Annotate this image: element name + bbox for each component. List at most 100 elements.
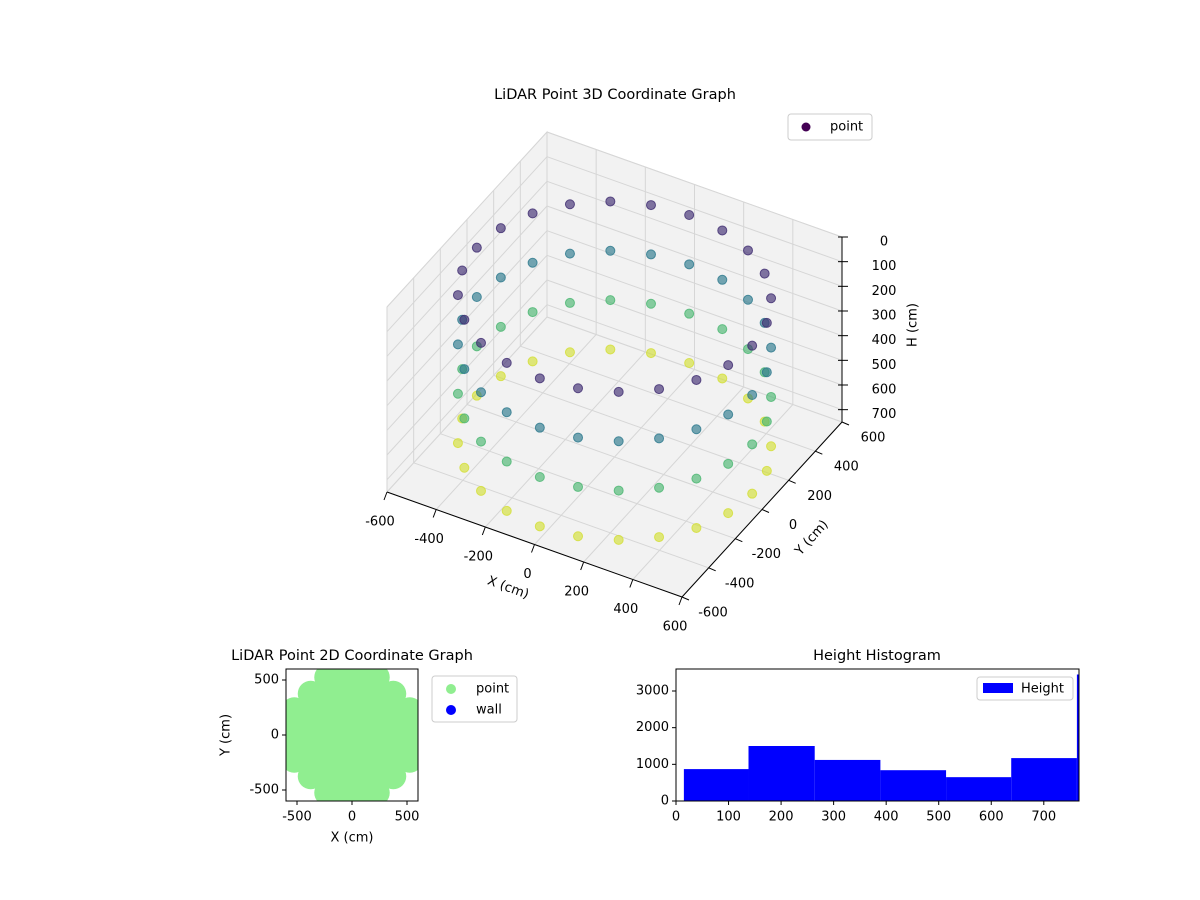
point — [363, 669, 390, 691]
y-tick-label: 1000 — [636, 757, 669, 772]
y-tick-label: 3000 — [636, 684, 669, 699]
legend-label: wall — [476, 703, 502, 718]
grid-line — [546, 230, 843, 337]
y-tick-label: -600 — [698, 606, 728, 621]
z-axis-label: H (cm) — [906, 303, 921, 347]
x-tick-label: 600 — [979, 810, 1004, 825]
x-tick-label: 600 — [663, 620, 688, 635]
point — [471, 292, 482, 302]
point — [459, 364, 470, 375]
axes-frame — [675, 668, 1080, 802]
bar — [1011, 758, 1077, 801]
y-tick-label: 2000 — [636, 720, 669, 735]
point — [605, 295, 616, 306]
point — [501, 456, 512, 467]
point — [691, 522, 702, 533]
y-tick-label: 500 — [254, 673, 279, 688]
bar — [683, 769, 749, 801]
x-tick-label: -600 — [365, 515, 395, 530]
x-tick-label: 200 — [564, 585, 589, 600]
x-tick-label: 0 — [672, 810, 680, 825]
point — [717, 324, 728, 335]
point — [459, 462, 470, 473]
point — [761, 465, 772, 476]
point — [691, 374, 702, 385]
point — [527, 307, 538, 318]
y-tick — [681, 596, 690, 601]
point — [743, 245, 753, 256]
grid-line — [466, 404, 763, 510]
point — [613, 534, 624, 545]
y-axis-line — [681, 421, 843, 598]
legend-marker — [446, 705, 456, 715]
z-tick-label: 300 — [872, 309, 897, 324]
z-tick-label: 100 — [872, 259, 897, 274]
point — [534, 373, 545, 384]
point — [654, 433, 665, 444]
point — [564, 297, 575, 308]
x-tick-label: 300 — [821, 810, 846, 825]
x-tick-label: 500 — [926, 810, 951, 825]
point — [766, 293, 777, 304]
point — [380, 680, 407, 707]
grid-line — [386, 254, 548, 431]
z-tick-label: 600 — [872, 383, 897, 398]
point — [501, 505, 512, 516]
point — [645, 298, 656, 309]
point — [613, 485, 624, 496]
x-tick-label: 0 — [348, 810, 356, 825]
grid-line — [386, 180, 548, 357]
y-tick — [841, 421, 850, 426]
point — [527, 257, 538, 268]
bar — [946, 777, 1012, 801]
point — [573, 531, 584, 542]
x-tick-label: -500 — [282, 810, 312, 825]
point — [459, 413, 470, 424]
point — [654, 532, 665, 543]
point — [573, 383, 584, 394]
point — [396, 697, 418, 724]
y-tick-label: 0 — [661, 794, 669, 809]
y-tick-label: -400 — [725, 576, 755, 591]
x-tick-label: 400 — [613, 602, 638, 617]
point — [527, 208, 538, 219]
point — [761, 367, 772, 378]
bar — [814, 759, 881, 801]
x-tick-label: -200 — [464, 550, 494, 565]
point — [645, 249, 656, 260]
grid-line — [493, 374, 789, 481]
grid-line — [546, 156, 843, 263]
x-axis-line — [386, 491, 683, 598]
point — [613, 436, 624, 447]
point — [723, 360, 734, 371]
point — [564, 347, 575, 358]
y-tick — [815, 450, 823, 455]
point — [654, 384, 665, 395]
point — [766, 441, 777, 452]
point — [495, 272, 506, 283]
point — [723, 409, 734, 420]
y-tick-label: -500 — [249, 783, 279, 798]
legend-label: Height — [1021, 682, 1064, 697]
z-tick-label: 200 — [872, 284, 897, 299]
z-tick-label: 700 — [872, 407, 897, 422]
point — [605, 245, 616, 256]
x-tick — [580, 561, 585, 571]
y-tick — [788, 479, 796, 484]
y-tick — [735, 538, 743, 543]
point — [476, 337, 486, 348]
grid-line — [386, 156, 548, 333]
point — [534, 521, 545, 532]
point — [684, 308, 695, 319]
point — [452, 290, 463, 301]
point — [564, 199, 575, 210]
point — [605, 344, 616, 355]
y-tick-label: 0 — [271, 728, 279, 743]
x-tick-label: -400 — [414, 532, 444, 547]
bar — [748, 746, 815, 801]
point — [573, 432, 584, 443]
z-tick-label: 0 — [880, 235, 888, 250]
point — [605, 196, 616, 207]
grid-line — [546, 316, 843, 423]
x-tick-label: 700 — [1031, 810, 1056, 825]
